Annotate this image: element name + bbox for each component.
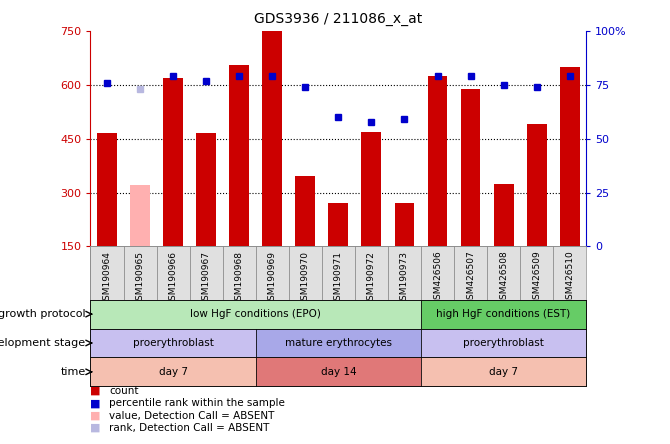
Bar [322, 246, 355, 300]
Bar [421, 329, 586, 357]
Bar [560, 67, 580, 246]
Bar [256, 357, 421, 386]
Bar [97, 133, 117, 246]
Text: day 7: day 7 [159, 367, 188, 377]
Bar [90, 246, 123, 300]
Text: ■: ■ [90, 423, 101, 433]
Text: growth protocol: growth protocol [0, 309, 86, 319]
Bar [295, 176, 315, 246]
Text: GSM426509: GSM426509 [532, 251, 541, 305]
Text: development stage: development stage [0, 338, 86, 348]
Text: day 14: day 14 [320, 367, 356, 377]
Bar [355, 246, 388, 300]
Text: high HgF conditions (EST): high HgF conditions (EST) [436, 309, 571, 319]
Text: mature erythrocytes: mature erythrocytes [285, 338, 392, 348]
Bar [289, 246, 322, 300]
Bar [163, 78, 183, 246]
Text: day 7: day 7 [489, 367, 518, 377]
Bar [90, 357, 256, 386]
Bar [90, 300, 421, 329]
Text: ■: ■ [90, 386, 101, 396]
Bar [421, 246, 454, 300]
Text: GSM426508: GSM426508 [499, 251, 508, 305]
Text: proerythroblast: proerythroblast [463, 338, 544, 348]
Bar [520, 246, 553, 300]
Bar [328, 203, 348, 246]
Bar [123, 246, 157, 300]
Text: proerythroblast: proerythroblast [133, 338, 214, 348]
Bar [190, 246, 222, 300]
Text: GSM426507: GSM426507 [466, 251, 475, 305]
Text: GSM190965: GSM190965 [135, 251, 145, 305]
Bar [256, 246, 289, 300]
Text: ■: ■ [90, 398, 101, 408]
Text: GSM190973: GSM190973 [400, 251, 409, 305]
Bar [454, 246, 487, 300]
Text: GSM190972: GSM190972 [367, 251, 376, 305]
Text: ■: ■ [90, 411, 101, 420]
Bar [362, 131, 381, 246]
Bar [388, 246, 421, 300]
Title: GDS3936 / 211086_x_at: GDS3936 / 211086_x_at [254, 12, 423, 26]
Text: time: time [60, 367, 86, 377]
Text: value, Detection Call = ABSENT: value, Detection Call = ABSENT [109, 411, 275, 420]
Text: percentile rank within the sample: percentile rank within the sample [109, 398, 285, 408]
Bar [395, 203, 414, 246]
Bar [527, 124, 547, 246]
Text: rank, Detection Call = ABSENT: rank, Detection Call = ABSENT [109, 423, 269, 433]
Text: GSM190971: GSM190971 [334, 251, 343, 305]
Bar [263, 31, 282, 246]
Text: GSM190969: GSM190969 [268, 251, 277, 305]
Text: GSM426506: GSM426506 [433, 251, 442, 305]
Text: GSM190970: GSM190970 [301, 251, 310, 305]
Bar [427, 76, 448, 246]
Bar [553, 246, 586, 300]
Bar [256, 329, 421, 357]
Text: GSM190964: GSM190964 [103, 251, 111, 305]
Bar [229, 65, 249, 246]
Text: GSM190966: GSM190966 [169, 251, 178, 305]
Bar [130, 186, 150, 246]
Bar [421, 300, 586, 329]
Text: count: count [109, 386, 139, 396]
Bar [90, 329, 256, 357]
Bar [157, 246, 190, 300]
Bar [487, 246, 520, 300]
Bar [421, 357, 586, 386]
Text: low HgF conditions (EPO): low HgF conditions (EPO) [190, 309, 321, 319]
Text: GSM190968: GSM190968 [234, 251, 244, 305]
Bar [196, 133, 216, 246]
Text: GSM426510: GSM426510 [565, 251, 574, 305]
Text: GSM190967: GSM190967 [202, 251, 210, 305]
Bar [494, 184, 513, 246]
Bar [461, 88, 480, 246]
Bar [222, 246, 256, 300]
